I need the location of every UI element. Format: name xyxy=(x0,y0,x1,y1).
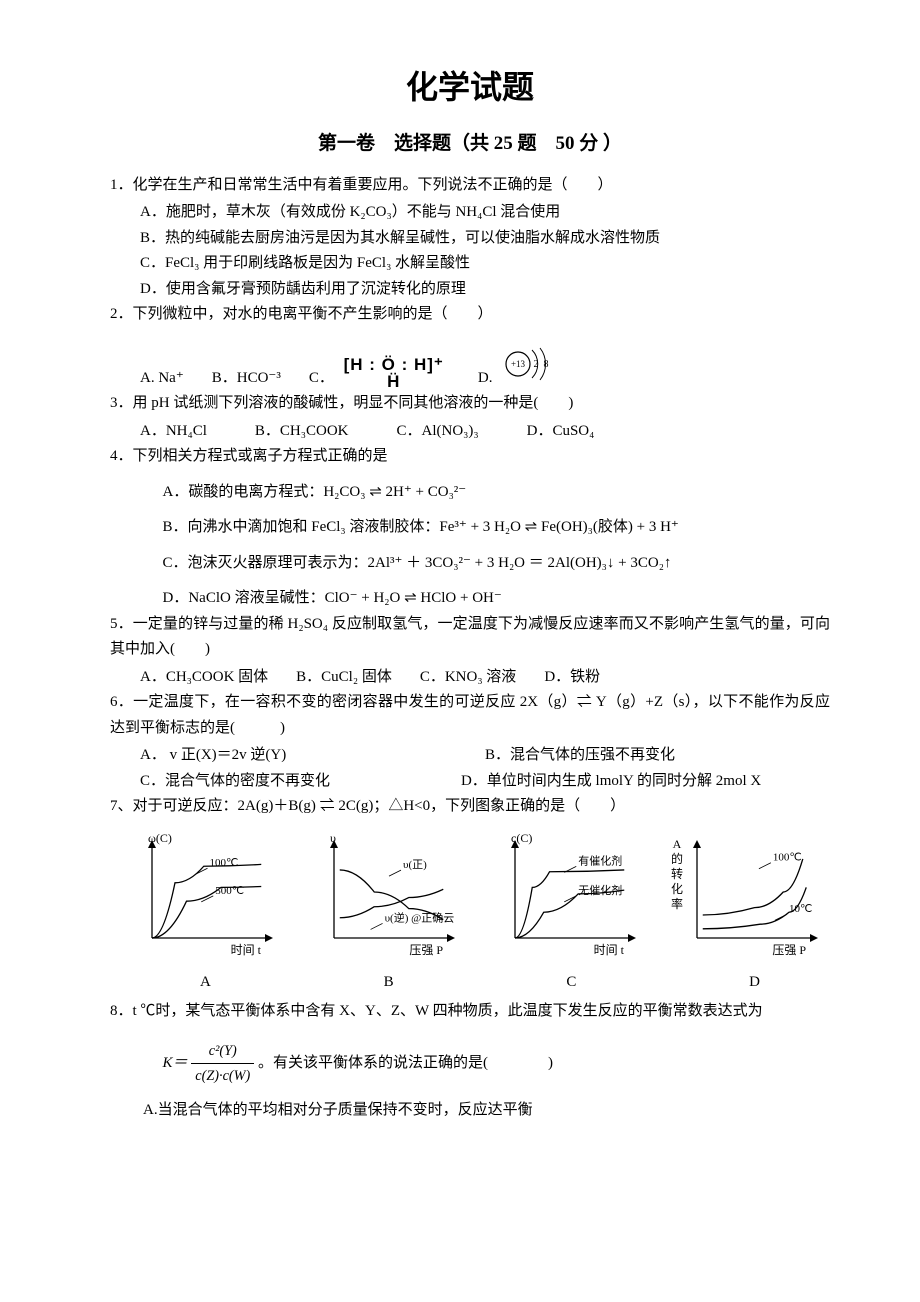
q4-optB: B．向沸水中滴加饱和 FeCl₃ 溶液制胶体：Fe³⁺ + 3 H₂O ⇌ Fe… xyxy=(163,515,831,541)
q7-labelB: B xyxy=(384,970,394,996)
q2-optD-wrap: D. +13 2 8 xyxy=(478,342,560,392)
svg-text:压强 P: 压强 P xyxy=(772,943,806,957)
svg-text:ω(C): ω(C) xyxy=(148,831,172,845)
q6-optA: A． v 正(X)＝2v 逆(Y) xyxy=(140,743,485,769)
q8-frac-den: c(Z)·c(W) xyxy=(191,1064,254,1088)
q3-optD: D．CuSO₄ xyxy=(527,419,595,445)
svg-text:A: A xyxy=(673,837,682,851)
svg-text:100℃: 100℃ xyxy=(773,851,802,863)
svg-text:转: 转 xyxy=(671,866,683,881)
q3-optC: C．Al(NO₃)₃ xyxy=(396,419,478,445)
svg-text:的: 的 xyxy=(671,851,683,866)
svg-text:10℃: 10℃ xyxy=(789,903,812,915)
q8-fraction: c²(Y) c(Z)·c(W) xyxy=(191,1039,254,1088)
q1-stem: 1．化学在生产和日常常生活中有着重要应用。下列说法不正确的是（ ） xyxy=(110,173,830,199)
svg-text:化: 化 xyxy=(671,882,683,896)
atom-center-text: +13 xyxy=(511,359,526,369)
exam-page: 化学试题 第一卷 选择题（共 25 题 50 分 ） 1．化学在生产和日常常生活… xyxy=(0,0,920,1164)
svg-text:100℃: 100℃ xyxy=(210,857,239,869)
q2-optC-wrap: C． [H : Ö : H]⁺ Ḧ xyxy=(309,356,450,392)
svg-text:υ(正): υ(正) xyxy=(403,859,427,871)
svg-text:压强 P: 压强 P xyxy=(409,943,443,957)
q7-figB: υ 压强 P υ(正) υ(逆) @正确云 xyxy=(302,826,467,966)
q2-optB: B．HCO⁻³ xyxy=(212,366,281,392)
q6-optB: B．混合气体的压强不再变化 xyxy=(485,743,830,769)
h3o-top: [H : Ö : H]⁺ xyxy=(344,355,444,374)
q1-optB: B．热的纯碱能去厨房油污是因为其水解呈碱性，可以使油脂水解成水溶性物质 xyxy=(140,226,830,252)
q5-optD: D．铁粉 xyxy=(544,665,600,691)
q7-labelA: A xyxy=(200,970,211,996)
svg-text:率: 率 xyxy=(671,896,683,911)
q6-stem: 6．一定温度下，在一容积不变的密闭容器中发生的可逆反应 2X（g）⇌ Y（g）+… xyxy=(110,690,830,741)
atom-shell2: 8 xyxy=(544,359,549,370)
q3-optA: A．NH₄Cl xyxy=(140,419,207,445)
q8-equation: K＝ c²(Y) c(Z)·c(W) 。有关该平衡体系的说法正确的是( ) xyxy=(163,1039,831,1088)
svg-text:时间 t: 时间 t xyxy=(594,943,625,957)
h3o-structure: [H : Ö : H]⁺ Ḧ xyxy=(338,356,450,392)
svg-text:时间 t: 时间 t xyxy=(231,943,262,957)
q7-labelD: D xyxy=(749,970,760,996)
q5-optC: C．KNO₃ 溶液 xyxy=(420,665,516,691)
svg-text:υ(逆) @正确云: υ(逆) @正确云 xyxy=(384,910,454,924)
page-title: 化学试题 xyxy=(110,60,830,114)
q3-optB: B．CH₃COOK xyxy=(255,419,349,445)
atom-diagram: +13 2 8 xyxy=(502,342,560,392)
q4-optD: D．NaClO 溶液呈碱性：ClO⁻ + H₂O ⇌ HClO + OH⁻ xyxy=(163,586,831,612)
h3o-bot: Ḧ xyxy=(387,372,400,391)
q8-optA: A.当混合气体的平均相对分子质量保持不变时，反应达平衡 xyxy=(143,1098,830,1124)
atom-shell1: 2 xyxy=(534,359,539,370)
svg-text:c(C): c(C) xyxy=(511,831,532,845)
q7-stem: 7、对于可逆反应：2A(g)＋B(g) ⇌ 2C(g)；△H<0，下列图象正确的… xyxy=(110,794,830,820)
q6-optC: C．混合气体的密度不再变化 xyxy=(140,769,461,795)
q1-optD: D．使用含氟牙膏预防龋齿利用了沉淀转化的原理 xyxy=(140,277,830,303)
svg-text:υ: υ xyxy=(330,831,336,845)
q1-optC: C．FeCl₃ 用于印刷线路板是因为 FeCl₃ 水解呈酸性 xyxy=(140,251,830,277)
q2-optD: D. xyxy=(478,370,493,386)
q8-stem-a: 8．t ℃时，某气态平衡体系中含有 X、Y、Z、W 四种物质，此温度下发生反应的… xyxy=(110,999,830,1025)
q1-optA: A．施肥时，草木灰（有效成份 K₂CO₃）不能与 NH₄Cl 混合使用 xyxy=(140,200,830,226)
q2-stem: 2．下列微粒中，对水的电离平衡不产生影响的是（ ） xyxy=(110,302,830,328)
q2-optC: C． xyxy=(309,370,334,386)
q8-K: K＝ xyxy=(163,1055,188,1071)
q7-figD: A的转化率压强 P 100℃ 10℃ xyxy=(665,826,830,966)
section-subtitle: 第一卷 选择题（共 25 题 50 分 ） xyxy=(110,128,830,160)
svg-text:无催化剂: 无催化剂 xyxy=(579,883,623,897)
svg-text:有催化剂: 有催化剂 xyxy=(579,853,623,867)
q2-optA: A. Na⁺ xyxy=(140,366,184,392)
q4-optA: A．碳酸的电离方程式：H₂CO₃ ⇌ 2H⁺ + CO₃²⁻ xyxy=(163,480,831,506)
q4-stem: 4．下列相关方程式或离子方程式正确的是 xyxy=(110,444,830,470)
q7-labelC: C xyxy=(566,970,576,996)
q6-optD: D．单位时间内生成 lmolY 的同时分解 2mol X xyxy=(461,769,830,795)
q4-optC: C．泡沫灭火器原理可表示为：2Al³⁺ ＋ 3CO₃²⁻ + 3 H₂O ＝ 2… xyxy=(163,551,831,577)
q7-figC: c(C) 时间 t 有催化剂无催化剂 xyxy=(483,826,648,966)
q3-stem: 3．用 pH 试纸测下列溶液的酸碱性，明显不同其他溶液的一种是( ) xyxy=(110,391,830,417)
q7-figA: ω(C) 时间 t 100℃ 500℃ xyxy=(120,826,285,966)
q5-stem: 5．一定量的锌与过量的稀 H₂SO₄ 反应制取氢气，一定温度下为减慢反应速率而又… xyxy=(110,612,830,663)
q7-figures-row: ω(C) 时间 t 100℃ 500℃ υ 压强 P υ(正) υ(逆) @正确云 c(C)… xyxy=(120,826,830,966)
q5-optB: B．CuCl₂ 固体 xyxy=(296,665,392,691)
q8-stem-b: 。有关该平衡体系的说法正确的是( ) xyxy=(258,1055,553,1071)
q5-optA: A．CH₃COOK 固体 xyxy=(140,665,268,691)
svg-text:500℃: 500℃ xyxy=(215,885,244,897)
q8-frac-num: c²(Y) xyxy=(191,1039,254,1064)
